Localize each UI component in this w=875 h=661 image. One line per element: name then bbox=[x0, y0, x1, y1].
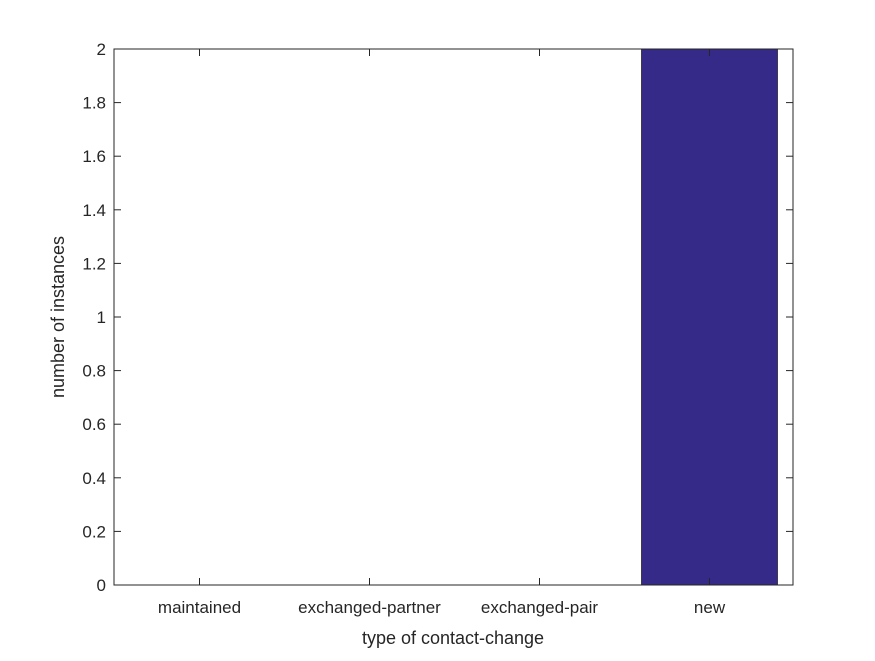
x-axis-label: type of contact-change bbox=[362, 628, 544, 648]
x-tick-label: maintained bbox=[158, 598, 241, 617]
y-tick-label: 0.2 bbox=[82, 522, 106, 541]
y-tick-label: 1.8 bbox=[82, 94, 106, 113]
x-tick-label: exchanged-partner bbox=[298, 598, 441, 617]
y-tick-label: 2 bbox=[97, 40, 106, 59]
y-tick-label: 1.2 bbox=[82, 254, 106, 273]
y-tick-label: 0.8 bbox=[82, 362, 106, 381]
bar-new bbox=[641, 48, 778, 586]
y-tick-label: 0.4 bbox=[82, 469, 106, 488]
y-tick-label: 1.4 bbox=[82, 201, 106, 220]
y-tick-label: 0.6 bbox=[82, 415, 106, 434]
y-axis-label: number of instances bbox=[48, 236, 68, 398]
y-tick-label: 0 bbox=[97, 576, 106, 595]
y-tick-label: 1 bbox=[97, 308, 106, 327]
x-tick-label: new bbox=[694, 598, 726, 617]
y-tick-label: 1.6 bbox=[82, 147, 106, 166]
x-tick-label: exchanged-pair bbox=[481, 598, 599, 617]
